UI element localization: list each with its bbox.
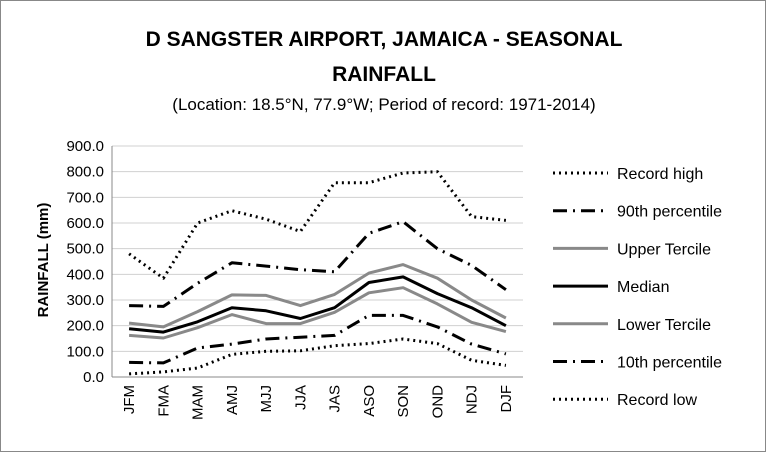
x-tick-label: MAM	[190, 385, 207, 420]
series-lines	[128, 170, 507, 376]
x-tick-label: SON	[395, 385, 412, 418]
y-tick-label: 600.0	[66, 215, 104, 232]
x-tick-label: JJA	[292, 385, 309, 410]
legend-label: Record high	[617, 166, 703, 183]
x-tick-label: OND	[429, 385, 446, 419]
x-tick-label: JFM	[121, 385, 138, 414]
legend: Record high 90th percentile Upper Tercile M…	[553, 166, 722, 409]
series-line-median	[128, 275, 507, 334]
x-tick-label: NDJ	[464, 385, 481, 414]
y-tick-label: 700.0	[66, 189, 104, 206]
x-tick-label: AMJ	[224, 385, 241, 415]
legend-label: 10th percentile	[617, 355, 722, 372]
x-tick-label: FMA	[155, 385, 172, 417]
chart-subtitle: (Location: 18.5°N, 77.9°W; Period of rec…	[172, 95, 595, 114]
y-tick-label: 900.0	[66, 138, 104, 155]
y-tick-labels: 0.0 100.0 200.0 300.0 400.0 500.0 600.0 700.0 80…	[66, 138, 104, 386]
series-line-upper-tercile	[128, 263, 507, 329]
y-tick-label: 0.0	[83, 369, 104, 386]
y-tick-label: 300.0	[66, 292, 104, 309]
series-line-90th-percentile	[129, 220, 507, 308]
chart-title-line1: D SANGSTER AIRPORT, JAMAICA - SEASONAL	[146, 28, 623, 51]
legend-label: Upper Tercile	[617, 241, 711, 258]
legend-label: Lower Tercile	[617, 317, 711, 334]
chart-title-line2: RAINFALL	[332, 63, 436, 86]
x-tick-label: MJJ	[258, 385, 275, 413]
x-tick-label: DJF	[498, 385, 515, 413]
series-line-10th-percentile	[129, 313, 507, 365]
x-tick-label: JAS	[327, 385, 344, 413]
y-tick-label: 500.0	[66, 241, 104, 258]
series-line-record-high	[128, 170, 507, 280]
x-tick-labels: JFM FMA MAM AMJ MJJ JJA JAS ASO SON OND NDJ DJF	[121, 385, 515, 420]
gridlines	[112, 145, 523, 352]
y-tick-label: 100.0	[66, 343, 104, 360]
axes	[111, 146, 523, 378]
y-axis-label: RAINFALL (mm)	[35, 203, 52, 318]
series-line-record-low	[129, 337, 507, 376]
legend-label: 90th percentile	[617, 204, 722, 221]
x-tick-label: ASO	[361, 385, 378, 417]
legend-label: Record low	[617, 392, 697, 409]
y-tick-label: 400.0	[66, 266, 104, 283]
series-line-lower-tercile	[128, 286, 507, 340]
y-tick-label: 200.0	[66, 318, 104, 335]
legend-label: Median	[617, 279, 669, 296]
y-tick-label: 800.0	[66, 164, 104, 181]
